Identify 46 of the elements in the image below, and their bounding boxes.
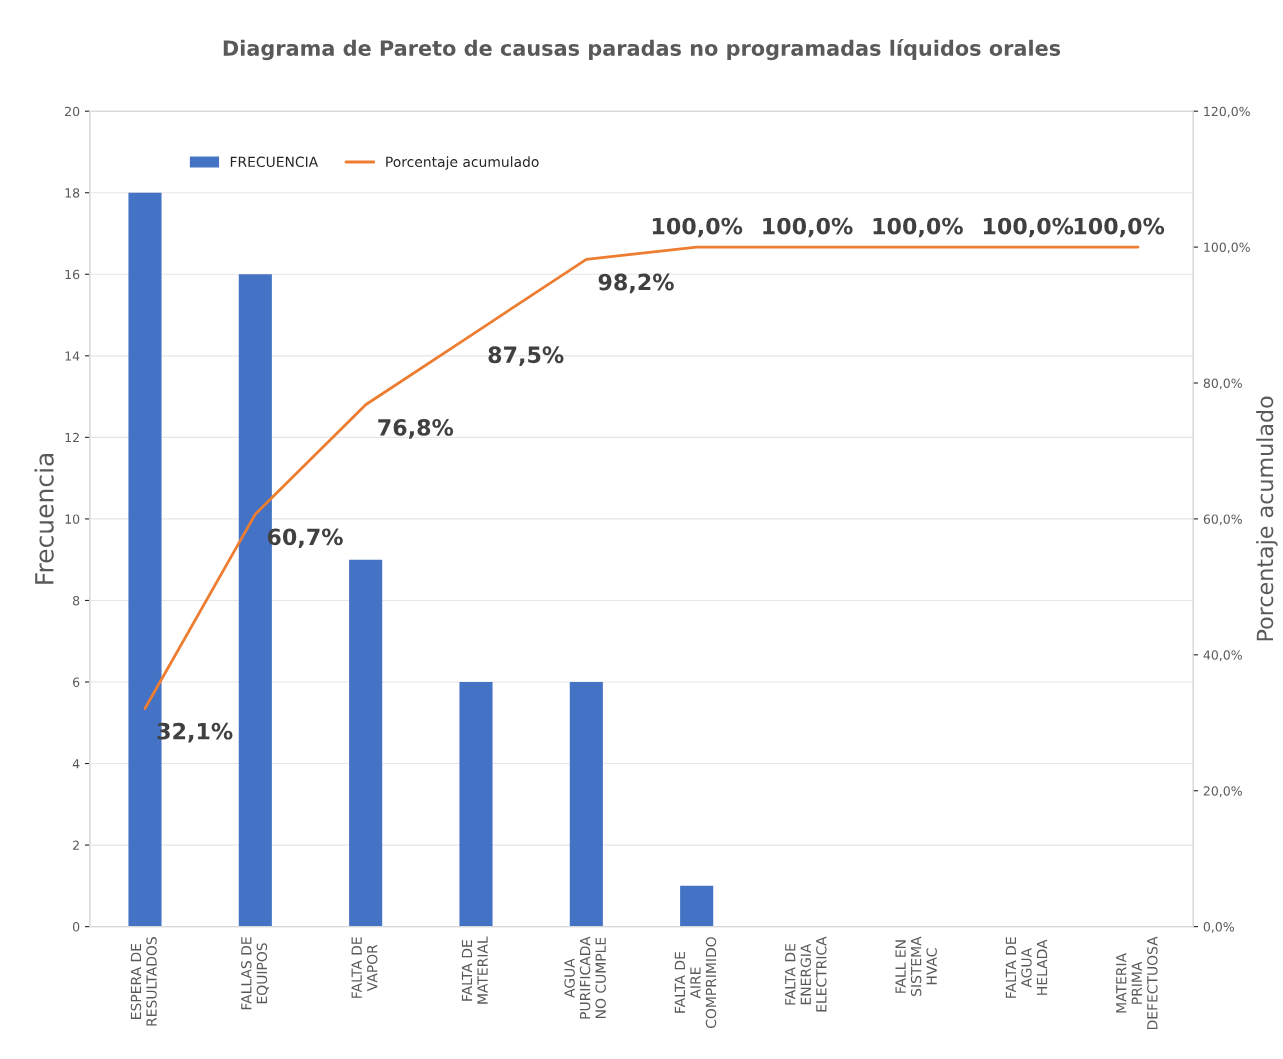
data-label: 87,5% bbox=[488, 346, 564, 366]
y-tick-label: 18 bbox=[65, 188, 80, 198]
y-tick-label: 2 bbox=[73, 840, 79, 850]
x-tick-label: ESPERA DE RESULTADOS bbox=[130, 937, 157, 1026]
y2-tick-label: 80,0% bbox=[1203, 378, 1242, 390]
y-tick-label: 10 bbox=[65, 514, 80, 524]
data-label: 76,8% bbox=[378, 419, 454, 439]
y-tick-label: 0 bbox=[72, 922, 80, 932]
x-tick-label: FALTA DE AIRE COMPRIMIDO bbox=[674, 937, 717, 1029]
y2-tick-label: 120,0% bbox=[1204, 106, 1250, 118]
x-tick-label: AGUA PURIFICADA NO CUMPLE bbox=[564, 936, 606, 1019]
x-tick-label: FALTA DE VAPOR bbox=[351, 937, 378, 998]
y-tick-label: 14 bbox=[65, 351, 80, 361]
bar bbox=[349, 559, 383, 927]
bar bbox=[459, 682, 493, 927]
x-tick-label: FALLAS DE EQUIPOS bbox=[241, 937, 269, 1010]
y2-tick-label: 20,0% bbox=[1203, 786, 1242, 797]
y-tick-label: 16 bbox=[65, 269, 80, 280]
y2-axis-title: Porcentaje acumulado bbox=[1256, 396, 1278, 641]
y2-tick-label: 60,0% bbox=[1203, 514, 1242, 526]
y-tick-label: 4 bbox=[72, 759, 80, 769]
data-label: 100,0% bbox=[873, 217, 963, 238]
data-label: 100,0% bbox=[1074, 217, 1165, 238]
y-tick-label: 20 bbox=[65, 106, 80, 117]
line-series bbox=[143, 245, 1140, 710]
bar bbox=[680, 885, 714, 927]
legend-label: Porcentaje acumulado bbox=[386, 156, 539, 170]
y2-tick-label: 100,0% bbox=[1204, 242, 1250, 254]
bar bbox=[569, 682, 603, 927]
data-label: 100,0% bbox=[652, 217, 743, 238]
x-tick-label: FALTA DE AGUA HELADA bbox=[1005, 937, 1048, 998]
y-tick-label: 6 bbox=[73, 677, 80, 687]
y2-tick-label: 40,0% bbox=[1203, 650, 1242, 662]
legend-label: FRECUENCIA bbox=[230, 156, 319, 168]
x-tick-label: FALL EN SISTEMA HVAC bbox=[895, 936, 937, 996]
data-label: 100,0% bbox=[763, 217, 853, 238]
y2-tick-label: 0,0% bbox=[1203, 922, 1234, 933]
y-tick-label: 12 bbox=[65, 432, 79, 443]
x-tick-label: FALTA DE MATERIAL bbox=[461, 936, 488, 1004]
data-label: 98,2% bbox=[598, 273, 674, 294]
data-label: 100,0% bbox=[983, 217, 1074, 238]
y-axis-title: Frecuencia bbox=[34, 453, 54, 584]
x-tick-label: FALTA DE ENERGIA ELECTRICA bbox=[785, 936, 827, 1012]
x-tick-label: MATERIA PRIMA DEFECTUOSA bbox=[1116, 936, 1158, 1030]
chart-title: Diagrama de Pareto de causas paradas no programadas líquidos orales bbox=[223, 38, 1061, 61]
y-tick-label: 8 bbox=[72, 595, 80, 606]
